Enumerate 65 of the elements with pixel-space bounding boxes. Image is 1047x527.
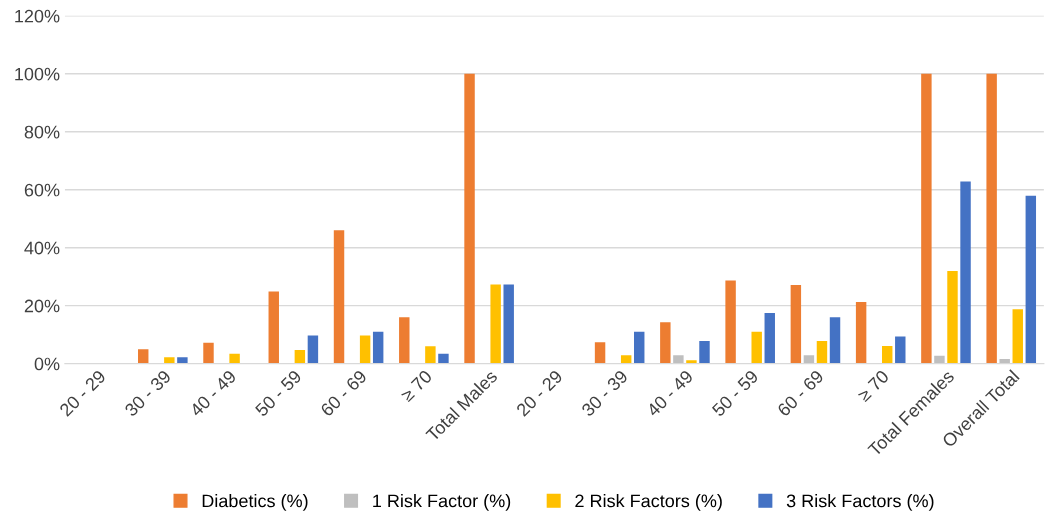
- x-tick-label: 20 - 29: [515, 369, 564, 417]
- bar: [203, 342, 214, 364]
- x-tick-label: ≥ 70: [399, 369, 433, 403]
- bar: [855, 301, 867, 364]
- bar: [399, 317, 410, 364]
- bar: [438, 353, 449, 364]
- bar: [229, 353, 240, 364]
- legend-label: 1 Risk Factor (%): [373, 494, 511, 511]
- x-tick-label: 30 - 39: [580, 369, 629, 418]
- bar: [686, 360, 697, 364]
- x-tick-label: 40 - 49: [645, 369, 694, 418]
- bar: [294, 350, 306, 364]
- bar: [803, 355, 815, 364]
- bar: [359, 335, 371, 364]
- x-tick-label: 20 - 29: [58, 369, 107, 417]
- x-tick-label: 40 - 49: [188, 369, 237, 418]
- bar: [634, 331, 645, 364]
- y-tick-label: 120%: [15, 9, 60, 23]
- x-tick-label: 60 - 69: [319, 369, 368, 417]
- bar: [751, 331, 762, 364]
- bar: [620, 355, 632, 364]
- y-tick-label: 20%: [24, 299, 60, 313]
- x-tick-label: ≥ 70: [856, 369, 890, 403]
- bar: [164, 357, 175, 364]
- y-tick-label: 40%: [24, 241, 60, 255]
- x-tick-label: 50 - 59: [254, 369, 303, 418]
- bar: [986, 73, 997, 364]
- bar: [464, 73, 475, 364]
- bar: [660, 322, 671, 364]
- bar: [1025, 195, 1037, 364]
- legend-label: Diabetics (%): [202, 494, 308, 511]
- bar: [490, 284, 501, 364]
- x-tick-label: 30 - 39: [123, 369, 172, 418]
- bar: [268, 291, 279, 364]
- bar: [764, 312, 775, 364]
- bar: [895, 336, 906, 364]
- bar: [829, 317, 841, 364]
- x-tick-label: 60 - 69: [776, 369, 825, 417]
- bar: [673, 355, 684, 364]
- bar: [333, 230, 345, 364]
- bar: [960, 181, 971, 364]
- bar: [725, 280, 736, 364]
- bar: [307, 335, 319, 364]
- x-tick-label: 50 - 59: [711, 369, 759, 418]
- bar: [594, 342, 606, 364]
- bar: [138, 349, 149, 364]
- bar: [790, 285, 802, 364]
- bar: [999, 358, 1010, 364]
- legend-label: 3 Risk Factors (%): [786, 494, 934, 511]
- bar: [934, 355, 945, 364]
- y-tick-label: 80%: [24, 125, 60, 139]
- bar: [947, 270, 958, 364]
- bar: [372, 331, 384, 364]
- y-tick-label: 0%: [34, 357, 60, 371]
- bar: [1012, 309, 1023, 364]
- bar: [699, 341, 710, 364]
- y-tick-label: 100%: [15, 67, 60, 81]
- legend-label: 2 Risk Factors (%): [575, 494, 722, 511]
- bar: [425, 346, 436, 364]
- bar: [882, 345, 893, 364]
- bar: [921, 73, 932, 364]
- y-tick-label: 60%: [24, 183, 60, 197]
- bar: [816, 341, 828, 364]
- bar: [503, 284, 514, 364]
- bar: [177, 357, 188, 364]
